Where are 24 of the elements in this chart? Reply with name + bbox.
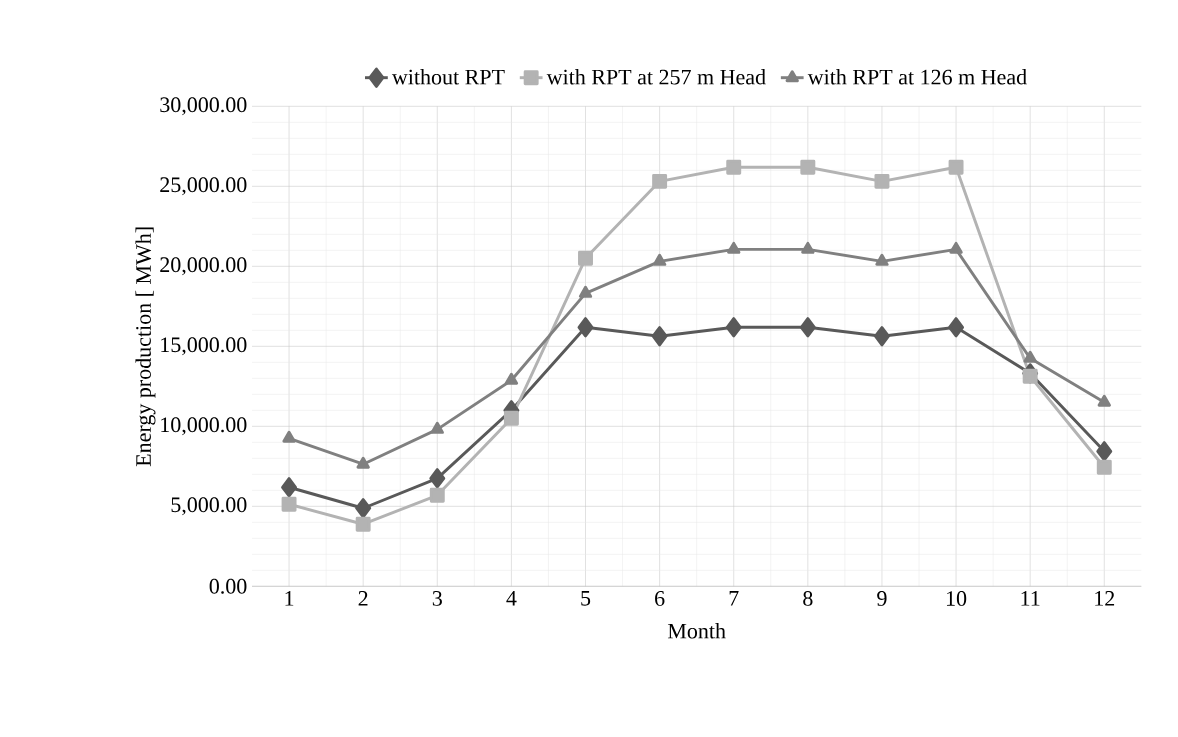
x-tick-label: 10 [946, 591, 967, 606]
y-tick-label: 15,000.00 [161, 337, 247, 356]
x-tick-label: 9 [877, 591, 887, 606]
y-tick-label: 25,000.00 [160, 177, 247, 196]
x-tick-label: 6 [655, 591, 665, 606]
y-axis-title: Energy production [ MWh] [135, 227, 156, 467]
legend-label: without RPT [391, 69, 505, 85]
x-tick-label: 1 [285, 591, 294, 606]
x-tick-label: 4 [506, 591, 517, 606]
y-tick-label: 20,000.00 [160, 257, 247, 276]
y-tick-label: 5,000.00 [171, 497, 247, 516]
x-tick-label: 11 [1021, 591, 1040, 606]
y-tick-label: 30,000.00 [160, 97, 247, 116]
legend-label: with RPT at 257 m Head [546, 69, 766, 85]
y-tick-label: 10,000.00 [161, 417, 247, 436]
x-axis-title: Month [667, 623, 726, 639]
x-tick-label: 8 [803, 591, 813, 606]
legend-label: with RPT at 126 m Head [807, 69, 1027, 85]
x-tick-label: 3 [432, 591, 442, 606]
x-tick-label: 12 [1095, 591, 1115, 606]
x-tick-label: 5 [581, 591, 591, 606]
y-tick-label: 0.00 [209, 578, 247, 594]
x-tick-label: 2 [358, 591, 368, 606]
x-tick-label: 7 [729, 591, 739, 606]
